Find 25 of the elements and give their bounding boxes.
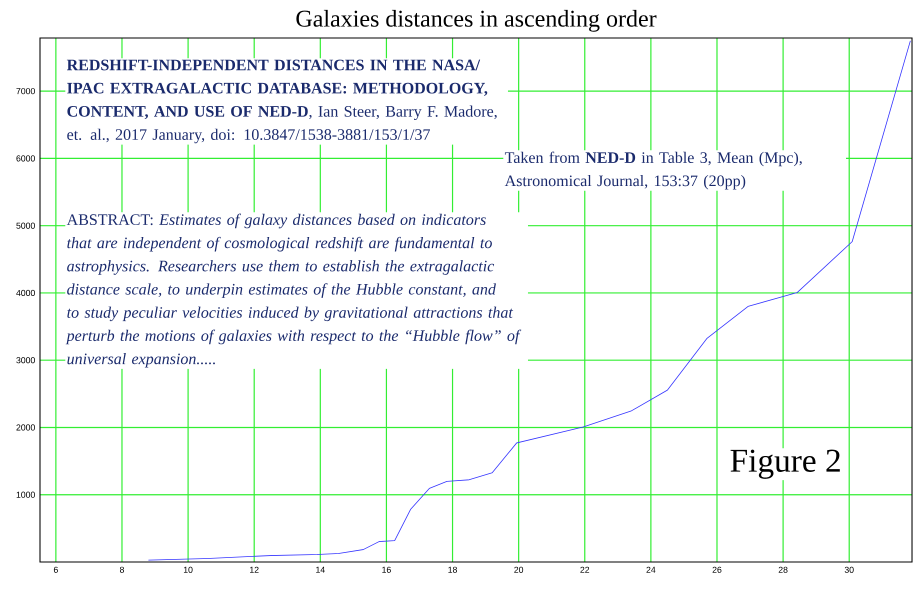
y-tick-label: 6000 xyxy=(16,155,35,162)
y-tick-label: 4000 xyxy=(16,290,35,296)
x-tick-label: 18 xyxy=(448,566,457,573)
y-tick-label: 3000 xyxy=(16,357,35,364)
x-tick-label: 20 xyxy=(514,566,524,573)
annotation: ABSTRACT: Estimates of galaxy distances based on indicators that are independent of cosmological redshift are fundamental to astrophysics. Researchers use them to establish the extragalactic distance scale, to underpin estimates of the Hubble constant, and to study peculiar velocities induced by gravitational attractions that perturb the motions of galaxies with respect to the “Hubble flow” of universal expansion..... xyxy=(66,214,522,368)
y-tick-label: 1000 xyxy=(16,492,35,498)
annotation: Figure 2 xyxy=(730,450,840,479)
annotation: REDSHIFT-INDEPENDENT DISTANCES IN THE NASA/ IPAC EXTRAGALACTIC DATABASE: METHODOLOGY, CONTENT, AND USE OF NED-D, Ian Steer, Barry F. Madore, et. al., 2017 January, doi: 10.3847/1538-3881/153/1/37 xyxy=(66,60,497,144)
x-tick-label: 22 xyxy=(580,566,590,573)
x-tick-label: 10 xyxy=(184,566,193,573)
x-tick-label: 28 xyxy=(778,566,788,573)
chart-title: Galaxies distances in ascending order xyxy=(296,10,656,32)
x-tick-label: 30 xyxy=(844,566,854,573)
x-tick-label: 24 xyxy=(646,566,656,573)
x-tick-label: 14 xyxy=(316,566,325,573)
y-tick-label: 5000 xyxy=(16,222,35,229)
x-tick-label: 16 xyxy=(382,566,391,573)
x-tick-label: 8 xyxy=(120,566,124,573)
x-tick-label: 26 xyxy=(712,566,722,573)
x-tick-label: 6 xyxy=(54,566,58,573)
x-tick-label: 12 xyxy=(250,566,259,573)
y-tick-label: 2000 xyxy=(16,424,35,431)
y-tick-label: 7000 xyxy=(16,88,35,94)
annotation: Taken from NED-D in Table 3, Mean (Mpc), Astronomical Journal, 153:37 (20pp) xyxy=(504,152,802,190)
